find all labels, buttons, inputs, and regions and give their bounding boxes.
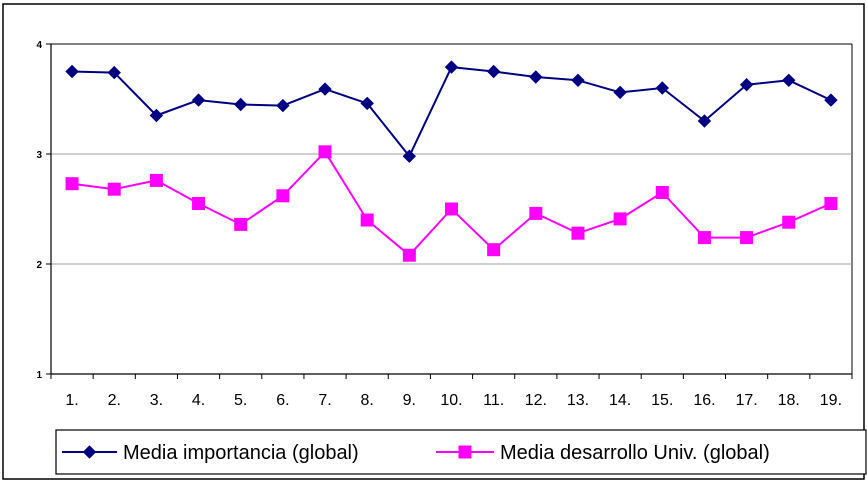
data-point bbox=[149, 173, 163, 187]
data-point bbox=[65, 177, 79, 191]
legend-label: Media desarrollo Univ. (global) bbox=[500, 442, 770, 464]
x-tick-label: 13. bbox=[567, 392, 589, 409]
data-point bbox=[360, 96, 374, 111]
data-point bbox=[402, 149, 417, 163]
data-point bbox=[234, 217, 248, 231]
data-point bbox=[107, 65, 121, 80]
x-tick-label: 5. bbox=[234, 392, 247, 409]
legend-box bbox=[55, 429, 867, 475]
y-tick-label: 1 bbox=[36, 370, 42, 381]
x-tick-label: 6. bbox=[276, 392, 289, 409]
data-point bbox=[571, 226, 585, 240]
data-point bbox=[739, 77, 754, 92]
x-tick-label: 14. bbox=[609, 392, 631, 409]
data-point bbox=[149, 108, 164, 123]
data-point bbox=[782, 73, 796, 88]
data-point bbox=[402, 248, 416, 262]
data-point bbox=[318, 82, 332, 96]
data-point bbox=[445, 202, 458, 216]
data-point bbox=[191, 93, 206, 107]
x-tick-label: 11. bbox=[483, 392, 504, 409]
data-point bbox=[192, 197, 206, 210]
data-point bbox=[740, 231, 754, 245]
x-tick-label: 8. bbox=[361, 392, 374, 409]
y-tick-label: 2 bbox=[36, 260, 42, 271]
x-tick-label: 2. bbox=[108, 392, 121, 409]
legend-label: Media importancia (global) bbox=[123, 442, 359, 464]
data-point bbox=[824, 197, 838, 210]
x-tick-label: 18. bbox=[778, 392, 800, 409]
x-tick-label: 7. bbox=[318, 392, 331, 409]
data-point bbox=[655, 186, 669, 199]
data-point bbox=[65, 64, 79, 79]
x-tick-label: 10. bbox=[440, 392, 462, 409]
legend-marker bbox=[458, 445, 472, 459]
x-tick-label: 1. bbox=[65, 392, 78, 409]
series-2 bbox=[65, 145, 838, 262]
data-point bbox=[360, 213, 374, 227]
x-tick-label: 15. bbox=[651, 392, 673, 409]
x-tick-label: 16. bbox=[693, 392, 715, 409]
data-point bbox=[276, 189, 290, 203]
x-tick-label: 12. bbox=[525, 392, 547, 409]
data-point bbox=[107, 182, 121, 196]
data-point bbox=[571, 73, 585, 88]
x-tick-label: 3. bbox=[150, 392, 163, 409]
data-point bbox=[613, 85, 627, 100]
y-tick-label: 3 bbox=[36, 150, 42, 161]
data-point bbox=[486, 64, 501, 79]
x-tick-label: 17. bbox=[735, 392, 757, 409]
data-point bbox=[697, 114, 712, 128]
data-point bbox=[655, 81, 669, 95]
data-point bbox=[697, 231, 711, 245]
legend-marker bbox=[82, 445, 97, 459]
data-point bbox=[613, 212, 627, 226]
data-point bbox=[444, 60, 459, 74]
x-tick-label: 4. bbox=[192, 392, 205, 409]
series-1 bbox=[65, 60, 838, 163]
legend-item: Media importancia (global) bbox=[62, 442, 359, 464]
data-point bbox=[824, 93, 838, 107]
data-point bbox=[782, 215, 796, 229]
legend-item: Media desarrollo Univ. (global) bbox=[436, 442, 770, 464]
x-tick-label: 19. bbox=[820, 392, 842, 409]
y-tick-label: 4 bbox=[36, 40, 42, 51]
data-point bbox=[487, 243, 501, 257]
data-point bbox=[529, 206, 543, 220]
data-point bbox=[529, 70, 543, 84]
data-point bbox=[276, 98, 290, 113]
data-point bbox=[234, 97, 248, 112]
data-point bbox=[318, 145, 332, 159]
chart-area-border bbox=[2, 3, 865, 480]
x-tick-label: 9. bbox=[403, 392, 416, 409]
